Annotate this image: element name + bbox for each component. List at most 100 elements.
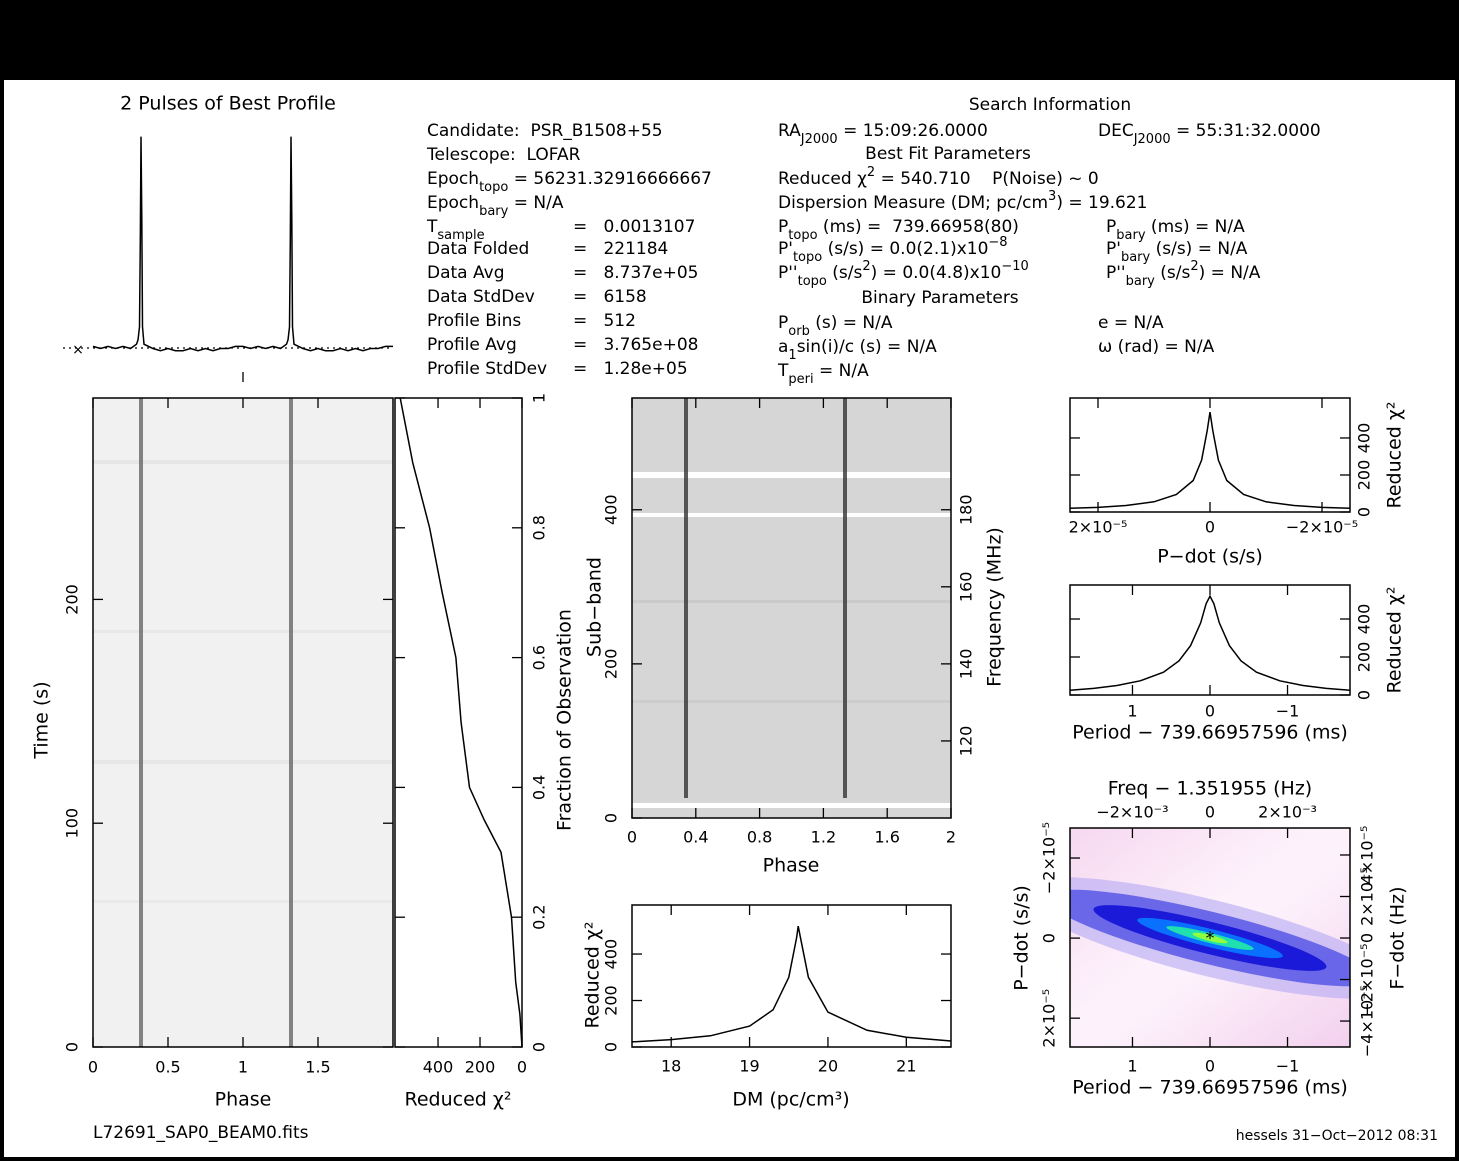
y-tick-label: −2×10⁻⁵ — [1040, 822, 1059, 894]
y-tick-label: 200 — [1355, 642, 1374, 673]
script-text: bary — [1126, 274, 1156, 289]
data-line — [399, 397, 523, 1048]
text-segment: P — [778, 313, 788, 333]
timestamp: hessels 31−Oct−2012 08:31 — [1236, 1128, 1438, 1144]
x-tick-label: −1 — [1276, 702, 1300, 721]
time-phase-image — [93, 398, 393, 1047]
text-segment: Data Folded — [427, 239, 529, 259]
text-segment: Best Fit Parameters — [865, 144, 1031, 164]
x-tick-label: 0.4 — [683, 828, 708, 847]
axis-label: P−dot (s/s) — [1157, 546, 1263, 568]
axis-label: Period − 739.66957596 (ms) — [1072, 1077, 1348, 1099]
axis-label: DM (pc/cm³) — [732, 1089, 849, 1111]
x-tick-label: 0.8 — [747, 828, 772, 847]
x-tick-label: −2×10⁻⁵ — [1286, 518, 1358, 537]
x-tick-label: 2 — [946, 828, 956, 847]
text-segment: (ms) = N/A — [1146, 217, 1246, 237]
info-text: Data StdDev — [427, 287, 535, 307]
x-tick-label: 18 — [661, 1057, 681, 1076]
x-tick-label: −2×10⁻³ — [1096, 803, 1168, 822]
info-text: Porb (s) = N/A — [778, 313, 893, 339]
axis-label: Sub−band — [584, 557, 606, 657]
text-segment: Dispersion Measure (DM; pc/cm — [778, 193, 1048, 213]
x-tick-label: 0 — [627, 828, 637, 847]
info-text: P''topo (s/s2) = 0.0(4.8)x10−10 — [778, 259, 1029, 289]
script-text: J2000 — [1133, 132, 1171, 147]
script-text: 2 — [867, 165, 875, 180]
script-text: sample — [437, 228, 484, 243]
text-segment: (ms) = 739.66958(80) — [818, 217, 1019, 237]
text-segment: Data Avg — [427, 263, 504, 283]
data-line — [631, 925, 952, 1043]
text-segment: = 56231.32916666667 — [508, 169, 712, 189]
y-tick-label: 400 — [1355, 604, 1374, 635]
text-segment: P' — [1106, 239, 1121, 259]
y-tick-label: 400 — [1355, 423, 1374, 454]
y-tick-label: 0.6 — [530, 645, 549, 670]
text-segment: ) = 19.621 — [1056, 193, 1147, 213]
axis-label: Reduced χ² — [1384, 402, 1406, 509]
text-segment: = 540.710 P(Noise) ~ 0 — [875, 169, 1099, 189]
text-segment: Profile Avg — [427, 335, 517, 355]
text-segment: Reduced χ — [778, 169, 867, 189]
info-text: Candidate: PSR_B1508+55 — [427, 121, 663, 141]
info-text: Data Avg — [427, 263, 504, 283]
text-segment: P'' — [778, 263, 798, 283]
x-tick-label: 2×10⁻³ — [1258, 803, 1317, 822]
x-tick-label: 0 — [1205, 702, 1215, 721]
script-text: 1 — [788, 348, 796, 363]
plot-frame — [631, 904, 952, 1048]
axis-label: Fraction of Observation — [554, 609, 576, 831]
x-tick-label: 1.2 — [811, 828, 836, 847]
y-tick-label: 160 — [957, 572, 976, 603]
script-text: peri — [788, 372, 813, 387]
script-text: topo — [788, 228, 817, 243]
chart-title: 2 Pulses of Best Profile — [120, 93, 336, 115]
x-tick-label: 0 — [1205, 1057, 1215, 1076]
info-text: Dispersion Measure (DM; pc/cm3) = 19.621 — [778, 189, 1147, 213]
axis-label: Phase — [215, 1089, 272, 1111]
info-text: Reduced χ2 = 540.710 P(Noise) ~ 0 — [778, 165, 1099, 189]
info-value: = 0.0013107 — [573, 217, 695, 237]
text-segment: (s) = N/A — [810, 313, 893, 333]
text-segment: Profile StdDev — [427, 359, 547, 379]
x-tick-label: 1 — [238, 1058, 248, 1077]
info-text: Pbary (ms) = N/A — [1106, 217, 1245, 243]
x-tick-label: 2×10⁻⁵ — [1069, 518, 1128, 537]
axis-label: Period − 739.66957596 (ms) — [1072, 722, 1348, 744]
info-text: Telescope: LOFAR — [426, 145, 581, 165]
axis-label: Reduced χ² — [405, 1089, 512, 1111]
data-line — [1069, 411, 1351, 510]
text-segment: Epoch — [427, 193, 479, 213]
file-name: L72691_SAP0_BEAM0.fits — [93, 1123, 309, 1143]
info-value: = 8.737e+05 — [573, 263, 698, 283]
text-segment: Profile Bins — [427, 311, 521, 331]
text-segment: Data StdDev — [427, 287, 535, 307]
x-tick-label: 0 — [1205, 803, 1215, 822]
text-segment: = 55:31:32.0000 — [1171, 121, 1321, 141]
text-segment: (s/s) = 0.0(2.1)x10 — [822, 239, 988, 259]
y-tick-label: 0 — [1358, 933, 1377, 943]
x-tick-label: 1 — [1127, 1057, 1137, 1076]
y-tick-label: 200 — [602, 985, 621, 1016]
text-segment: P — [778, 217, 788, 237]
y-tick-label: 0.8 — [530, 515, 549, 540]
subband-image — [632, 398, 951, 818]
x-tick-label: 1 — [1127, 702, 1137, 721]
info-value: = 512 — [573, 311, 636, 331]
x-tick-label: 1.6 — [874, 828, 899, 847]
info-text: P'topo (s/s) = 0.0(2.1)x10−8 — [778, 235, 1008, 265]
text-segment: Search Information — [969, 95, 1131, 115]
text-segment: (s/s — [827, 263, 863, 283]
y-tick-label: 140 — [957, 649, 976, 680]
axis-label: Time (s) — [31, 681, 53, 759]
y-tick-label: 0 — [1040, 933, 1059, 943]
text-segment: = N/A — [814, 361, 869, 381]
y-tick-label: 0 — [63, 1042, 82, 1052]
info-value: = 1.28e+05 — [573, 359, 688, 379]
axis-label: Reduced χ² — [582, 922, 604, 1029]
axis-label: Phase — [763, 855, 820, 877]
y-tick-label: 0 — [602, 813, 621, 823]
y-tick-label: 2×10⁻⁵ — [1358, 867, 1377, 926]
y-tick-label: 200 — [1355, 460, 1374, 491]
